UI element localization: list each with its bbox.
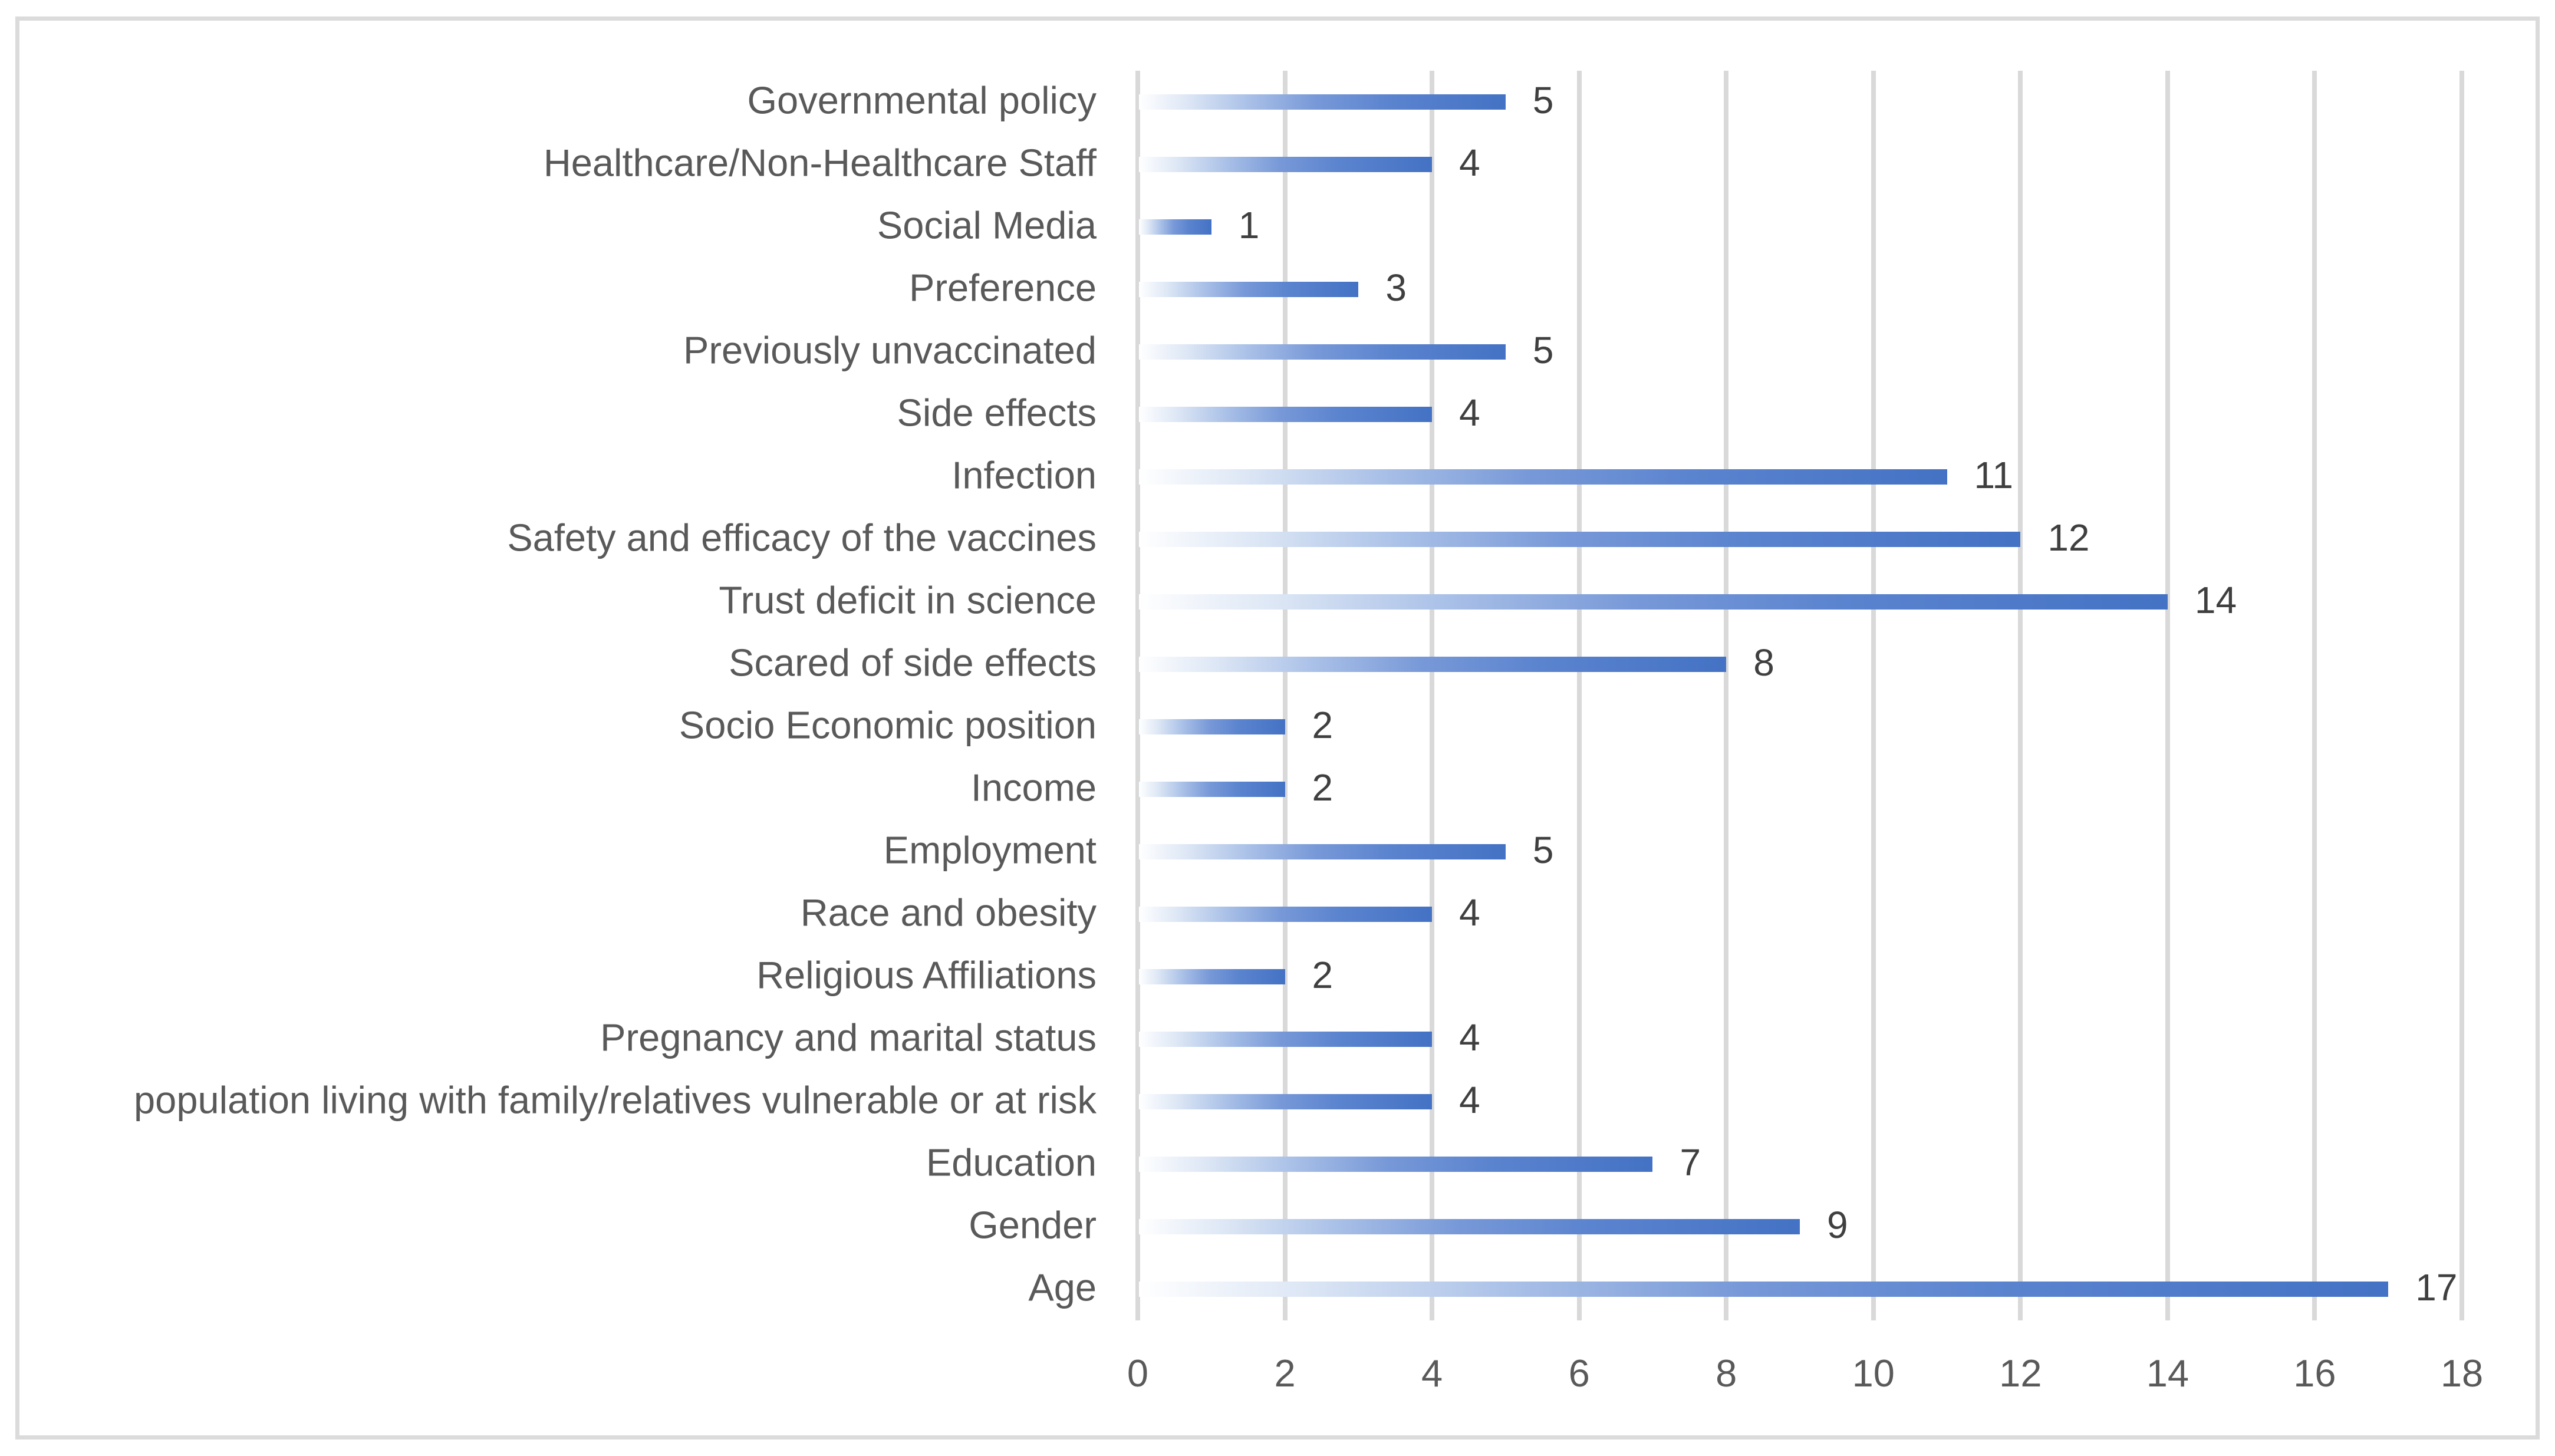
category-label: Employment (883, 828, 1097, 872)
bar (1139, 594, 2168, 610)
bar (1139, 532, 2021, 547)
category-label: Scared of side effects (729, 641, 1097, 684)
bar (1139, 94, 1506, 110)
bar (1139, 1282, 2389, 1297)
gridline (1576, 71, 1582, 1320)
gridline (1430, 71, 1435, 1320)
gridline (2459, 71, 2464, 1320)
category-label: Social Media (877, 203, 1097, 247)
bar (1139, 1219, 1800, 1234)
x-tick-label: 14 (2146, 1352, 2189, 1395)
bar (1139, 1032, 1433, 1047)
x-tick-label: 2 (1274, 1352, 1296, 1395)
x-tick-label: 16 (2293, 1352, 2336, 1395)
value-label: 2 (1312, 704, 1334, 747)
bar (1139, 657, 1727, 672)
value-label: 4 (1459, 141, 1480, 185)
value-label: 5 (1532, 829, 1554, 872)
value-label: 17 (2415, 1266, 2458, 1309)
category-label: Religious Affiliations (756, 953, 1097, 997)
value-label: 14 (2194, 579, 2237, 622)
bar (1139, 907, 1433, 922)
category-label: Infection (951, 453, 1097, 497)
value-label: 9 (1827, 1204, 1848, 1247)
value-label: 3 (1385, 266, 1407, 309)
gridline (1282, 71, 1288, 1320)
x-tick-label: 10 (1852, 1352, 1895, 1395)
bar (1139, 282, 1359, 297)
category-label: Age (1028, 1266, 1097, 1309)
value-label: 2 (1312, 766, 1334, 809)
y-axis-line (1135, 71, 1140, 1320)
gridline (2165, 71, 2170, 1320)
value-label: 4 (1459, 1079, 1480, 1122)
gridline (1724, 71, 1729, 1320)
bar (1139, 844, 1506, 859)
x-tick-label: 4 (1421, 1352, 1443, 1395)
x-tick-label: 18 (2440, 1352, 2484, 1395)
category-label: Education (926, 1141, 1097, 1184)
category-label: Pregnancy and marital status (600, 1016, 1097, 1059)
x-tick-label: 6 (1568, 1352, 1590, 1395)
value-label: 7 (1680, 1141, 1701, 1184)
category-label: Socio Economic position (679, 703, 1097, 747)
gridline (2018, 71, 2023, 1320)
bar (1139, 719, 1285, 734)
gridline (2312, 71, 2317, 1320)
bar (1139, 782, 1285, 797)
category-label: Preference (909, 266, 1097, 309)
gridline (1871, 71, 1876, 1320)
category-label: Safety and efficacy of the vaccines (507, 516, 1097, 559)
value-label: 4 (1459, 1016, 1480, 1059)
bar (1139, 1094, 1433, 1109)
category-label: Gender (969, 1203, 1097, 1247)
value-label: 1 (1238, 204, 1260, 247)
bar (1139, 1157, 1653, 1172)
category-label: Side effects (897, 391, 1097, 434)
category-label: Trust deficit in science (719, 578, 1097, 622)
bar (1139, 969, 1285, 984)
category-label: Governmental policy (747, 78, 1097, 122)
category-label: population living with family/relatives … (134, 1078, 1097, 1122)
value-label: 11 (1974, 454, 2013, 497)
category-label: Race and obesity (800, 891, 1097, 934)
value-label: 8 (1753, 641, 1774, 684)
value-label: 4 (1459, 891, 1480, 934)
bar (1139, 469, 1947, 485)
value-label: 5 (1532, 79, 1554, 122)
category-label: Healthcare/Non-Healthcare Staff (543, 141, 1097, 185)
category-label: Income (970, 766, 1097, 809)
value-label: 4 (1459, 391, 1480, 434)
x-tick-label: 0 (1127, 1352, 1149, 1395)
bar (1139, 219, 1211, 235)
value-label: 5 (1532, 329, 1554, 372)
value-label: 2 (1312, 954, 1334, 997)
bar (1139, 407, 1433, 422)
x-tick-label: 12 (1999, 1352, 2042, 1395)
bar (1139, 344, 1506, 360)
category-label: Previously unvaccinated (683, 328, 1097, 372)
x-tick-label: 8 (1716, 1352, 1737, 1395)
value-label: 12 (2047, 516, 2090, 559)
bar (1139, 157, 1433, 172)
